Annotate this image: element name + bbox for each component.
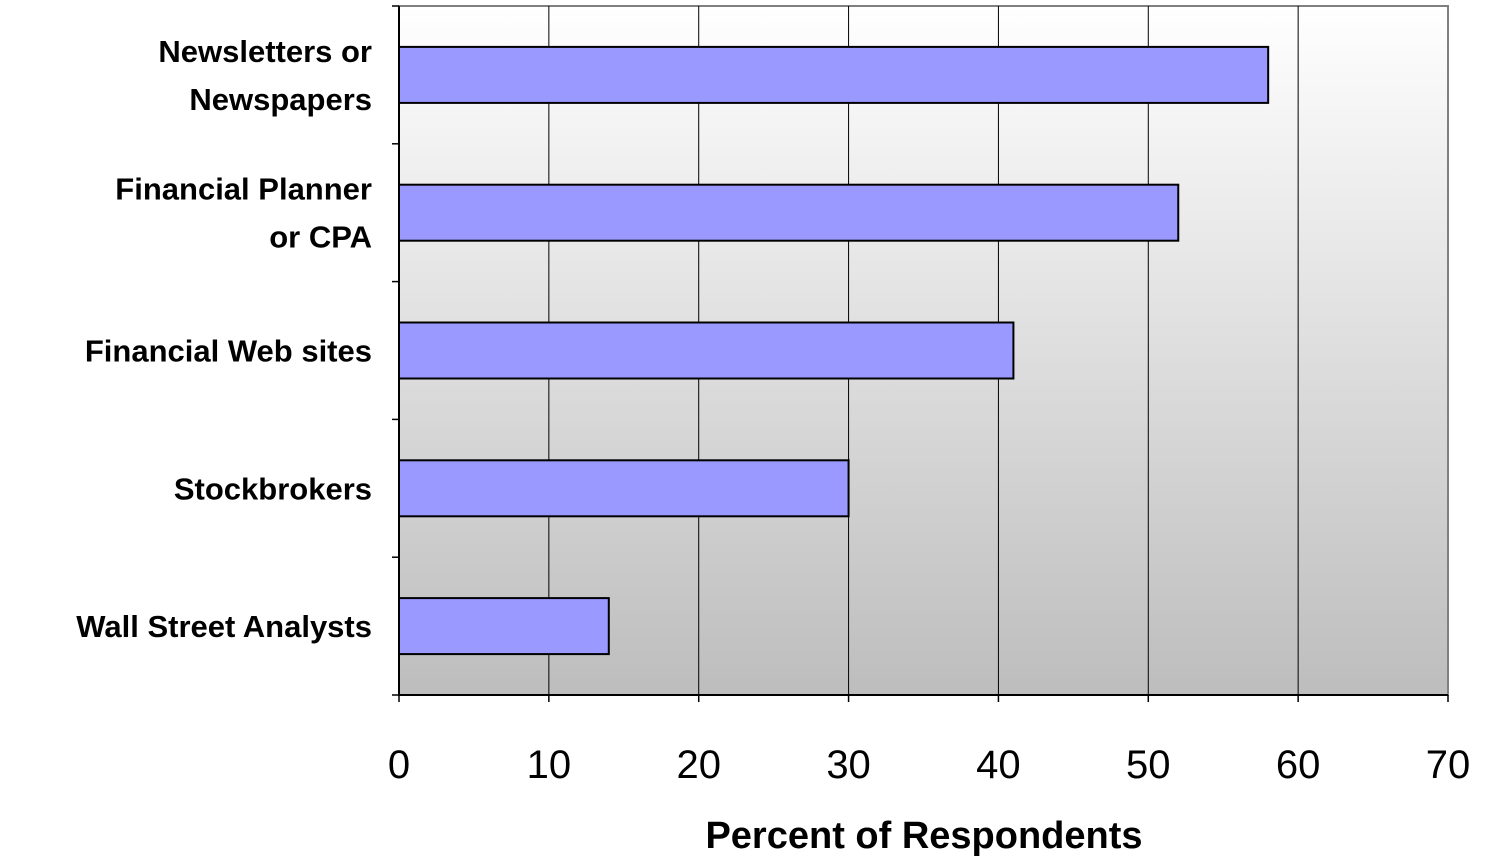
- x-tick-label: 70: [1426, 743, 1471, 787]
- category-label-line: Wall Street Analysts: [76, 609, 372, 644]
- x-tick-label: 20: [676, 743, 721, 787]
- category-labels: Newsletters or Newspapers Financial Planne…: [76, 34, 372, 644]
- category-label: Newsletters or Newspapers: [158, 34, 372, 117]
- bar: [398, 597, 610, 656]
- x-tick-label: 30: [826, 743, 871, 787]
- category-label-line: Newspapers: [189, 82, 372, 117]
- x-axis-title: Percent of Respondents: [705, 815, 1142, 856]
- category-label: Financial Planner or CPA: [115, 172, 372, 255]
- bar: [398, 183, 1180, 242]
- x-tick-label: 60: [1276, 743, 1321, 787]
- bars: [398, 45, 1270, 656]
- bar: [398, 459, 850, 518]
- category-label-line: Newsletters or: [158, 34, 372, 69]
- category-label-line: or CPA: [269, 220, 372, 255]
- category-label: Stockbrokers: [174, 471, 372, 506]
- x-tick-label: 40: [976, 743, 1021, 787]
- category-label-line: Financial Planner: [115, 172, 372, 207]
- bar: [398, 45, 1270, 104]
- category-label-line: Financial Web sites: [85, 334, 372, 369]
- x-tick-label: 10: [527, 743, 572, 787]
- category-label: Financial Web sites: [85, 334, 372, 369]
- gridlines: [548, 6, 1299, 695]
- category-label-line: Stockbrokers: [174, 471, 372, 506]
- x-tick-label: 0: [388, 743, 410, 787]
- x-tick-label: 50: [1126, 743, 1171, 787]
- bar: [398, 321, 1015, 380]
- axes: [392, 5, 1449, 702]
- x-tick-labels: 0 10 20 30 40 50 60 70: [388, 743, 1470, 787]
- category-label: Wall Street Analysts: [76, 609, 372, 644]
